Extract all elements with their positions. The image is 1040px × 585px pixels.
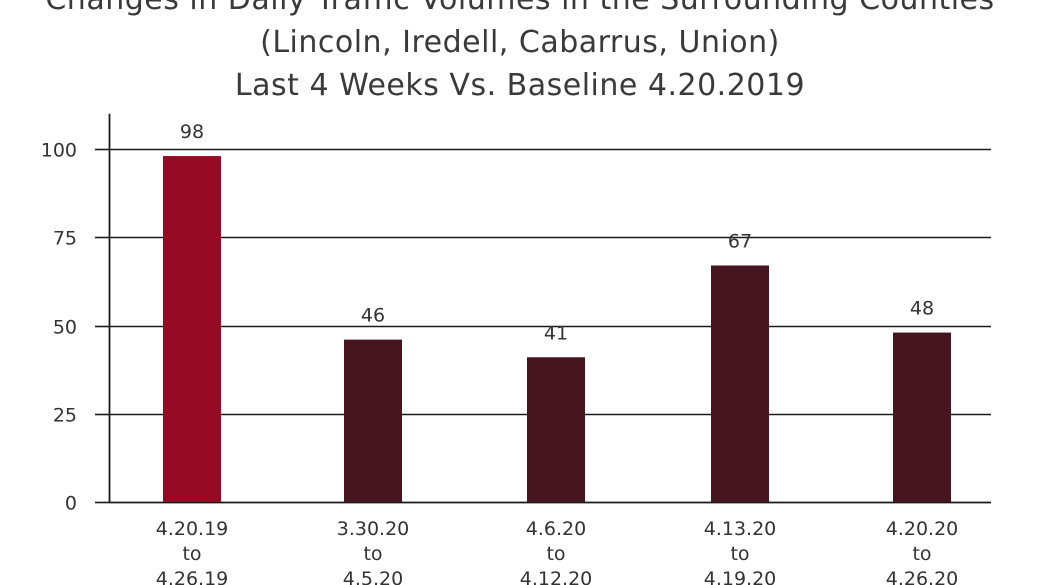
x-tick-label-5-line-2: to xyxy=(912,543,931,565)
x-tick-label-2-line-2: to xyxy=(363,543,382,565)
y-tick-label-75: 75 xyxy=(53,228,77,250)
x-tick-label-5-line-1: 4.20.20 xyxy=(886,518,959,540)
x-tick-label-5-line-3: 4.26.20 xyxy=(886,568,959,585)
x-tick-label-1-line-1: 4.20.19 xyxy=(156,518,229,540)
y-tick-label-25: 25 xyxy=(53,405,77,427)
x-tick-label-3-line-3: 4.12.20 xyxy=(520,568,593,585)
chart-title-line-2: (Lincoln, Iredell, Cabarrus, Union) xyxy=(260,25,780,60)
chart-title-line-3: Last 4 Weeks Vs. Baseline 4.20.2019 xyxy=(234,68,806,103)
bar-1 xyxy=(163,156,221,502)
x-tick-label-2-line-3: 4.5.20 xyxy=(343,568,403,585)
x-tick-label-2-line-1: 3.30.20 xyxy=(337,518,410,540)
data-label-4: 67 xyxy=(728,230,752,252)
x-tick-label-4-line-2: to xyxy=(730,543,749,565)
x-tick-label-4-line-3: 4.19.20 xyxy=(704,568,777,585)
data-label-3: 41 xyxy=(544,322,568,344)
x-tick-label-3-line-2: to xyxy=(546,543,565,565)
bar-5 xyxy=(893,332,951,502)
y-tick-label-0: 0 xyxy=(65,493,77,515)
x-tick-label-4-line-1: 4.13.20 xyxy=(704,518,777,540)
x-tick-label-1-line-2: to xyxy=(182,543,201,565)
data-label-1: 98 xyxy=(180,121,204,143)
chart-title: Changes in Daily Traffic Volumes in the … xyxy=(0,0,1040,107)
x-tick-label-3-line-1: 4.6.20 xyxy=(526,518,586,540)
y-tick-label-50: 50 xyxy=(53,317,77,339)
data-label-5: 48 xyxy=(910,298,934,320)
bar-4 xyxy=(711,265,769,502)
x-tick-label-1-line-3: 4.26.19 xyxy=(156,568,229,585)
data-label-2: 46 xyxy=(361,305,385,327)
chart-title-line-1: Changes in Daily Traffic Volumes in the … xyxy=(0,0,1040,21)
bar-3 xyxy=(527,357,585,502)
y-tick-label-100: 100 xyxy=(41,140,77,162)
bar-2 xyxy=(344,339,402,502)
